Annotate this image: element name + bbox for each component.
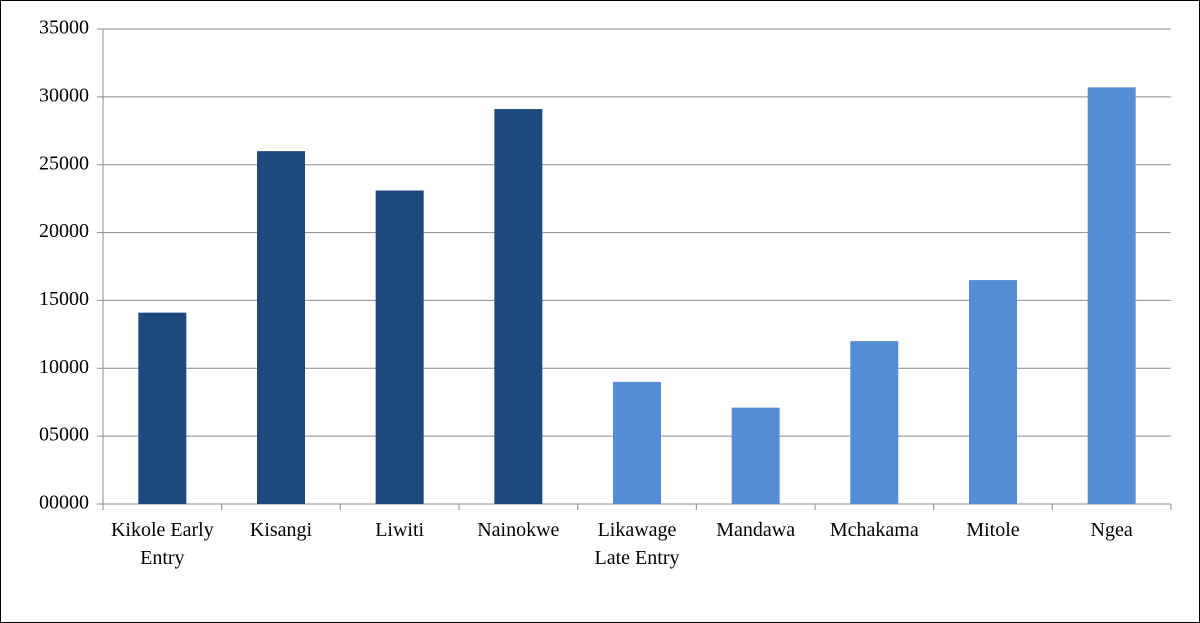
y-tick-label: 30000 (39, 84, 89, 106)
y-tick-label: 20000 (39, 220, 89, 242)
x-tick-label: Mandawa (716, 519, 796, 541)
y-tick-label: 10000 (39, 356, 89, 378)
y-tick-label: 05000 (39, 424, 89, 446)
y-tick-label: 15000 (39, 288, 89, 310)
y-tick-label: 25000 (39, 152, 89, 174)
bar (138, 312, 187, 504)
bar (375, 190, 424, 504)
x-tick-label: Kikole Early Entry (110, 519, 214, 569)
x-tick-label: Liwiti (375, 519, 425, 541)
y-tick-label: 00000 (39, 492, 89, 514)
x-tick-label: Likawage Late Entry (594, 519, 680, 569)
x-tick-label: Ngea (1090, 519, 1133, 541)
bar (1087, 87, 1136, 504)
bar (613, 381, 661, 504)
x-tick-label: Nainokwe (477, 519, 560, 541)
bar (257, 151, 305, 504)
x-tick-label: Mitole (966, 519, 1020, 541)
bar (494, 109, 543, 505)
bar (850, 341, 899, 504)
bar (731, 407, 780, 504)
bar (969, 280, 1017, 504)
x-tick-label: Kisangi (249, 519, 313, 541)
y-tick-label: 35000 (39, 17, 89, 39)
x-tick-label: Mchakama (829, 519, 919, 541)
